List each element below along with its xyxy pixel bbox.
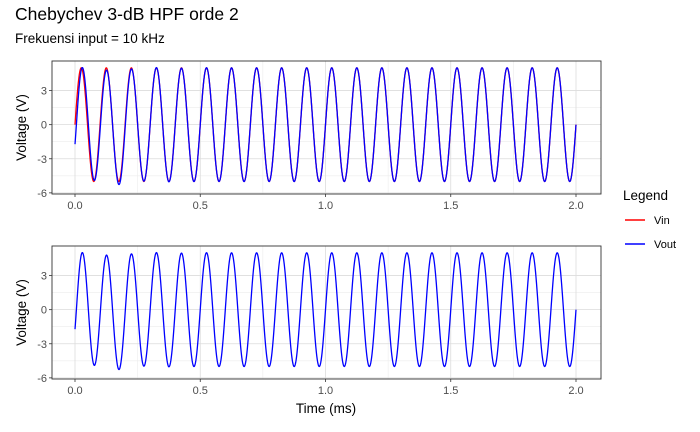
y-tick-label: -3	[37, 154, 47, 166]
y-tick-label: 3	[41, 86, 47, 98]
x-tick-label: 0.0	[67, 200, 82, 212]
top-panel: 0.0 0.5 1.0 1.5 2.0 3 0 -3 -6 Voltage (V)	[14, 61, 601, 212]
y-axis-title: Voltage (V)	[14, 94, 29, 161]
bottom-panel: 0.0 0.5 1.0 1.5 2.0 3 0 -3 -6 Voltage (V)	[14, 246, 601, 397]
x-tick-label: 1.5	[443, 200, 458, 212]
legend-label-vout: Vout	[654, 239, 676, 251]
y-axis-title: Voltage (V)	[14, 279, 29, 346]
y-tick-label: 3	[41, 271, 47, 283]
x-tick-label: 0.5	[193, 385, 208, 397]
x-tick-label: 1.5	[443, 385, 458, 397]
legend-title: Legend	[623, 188, 668, 203]
x-tick-label: 2.0	[568, 385, 583, 397]
chart-title: Chebychev 3-dB HPF orde 2	[15, 4, 239, 24]
y-tick-label: -6	[37, 188, 47, 200]
y-tick-label: -6	[37, 373, 47, 385]
x-tick-label: 0.5	[193, 200, 208, 212]
legend: Legend Vin Vout	[623, 188, 676, 251]
chart-subtitle: Frekuensi input = 10 kHz	[15, 31, 165, 46]
x-tick-label: 1.0	[318, 200, 333, 212]
legend-label-vin: Vin	[654, 215, 670, 227]
x-tick-label: 2.0	[568, 200, 583, 212]
x-axis-title: Time (ms)	[296, 401, 356, 416]
y-tick-label: 0	[41, 305, 47, 317]
x-tick-label: 0.0	[67, 385, 82, 397]
y-tick-label: 0	[41, 120, 47, 132]
y-tick-label: -3	[37, 339, 47, 351]
x-tick-label: 1.0	[318, 385, 333, 397]
